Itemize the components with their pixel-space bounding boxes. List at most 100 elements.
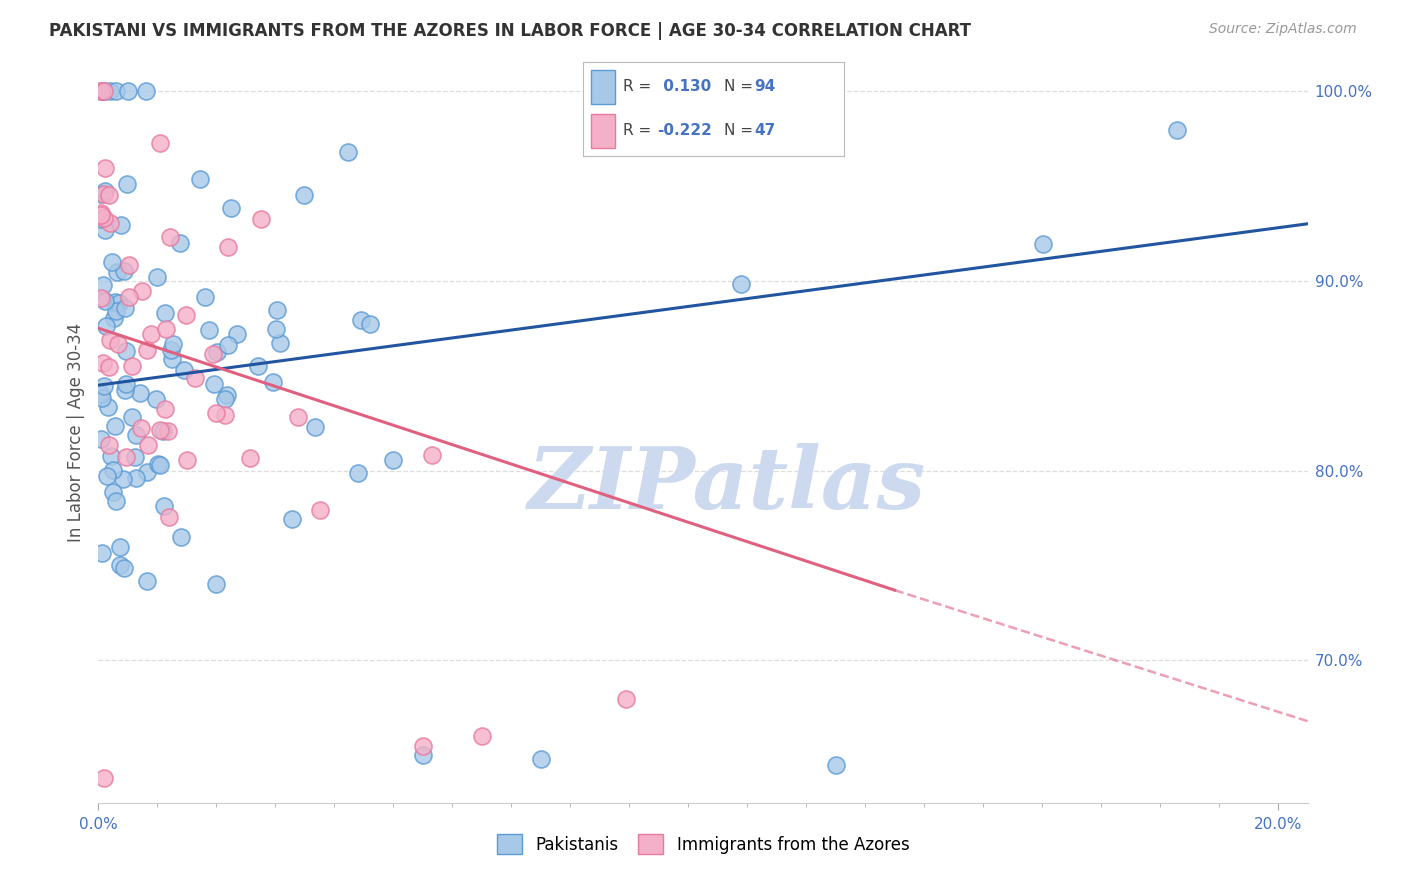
Point [217, 240, 239, 254]
Bar [592, 114, 614, 148]
Text: 0.130: 0.130 [658, 79, 711, 95]
Point [136, 438, 159, 452]
Point [347, 466, 370, 480]
Point [104, 294, 127, 309]
Point [112, 561, 135, 575]
Point [266, 302, 288, 317]
Point [103, 462, 125, 476]
Point [239, 450, 262, 465]
Point [169, 236, 191, 251]
Point [93, 379, 115, 393]
Point [214, 392, 236, 406]
Point [115, 450, 138, 465]
Point [90, 208, 112, 222]
Point [125, 427, 148, 442]
Point [176, 452, 198, 467]
Point [471, 730, 494, 744]
Point [100, 449, 122, 463]
Point [217, 337, 239, 351]
Point [115, 344, 138, 359]
Point [94, 184, 117, 198]
Point [135, 84, 157, 98]
Point [90, 187, 112, 202]
Point [262, 375, 284, 389]
Point [292, 187, 315, 202]
Point [382, 453, 405, 467]
Point [94, 161, 117, 175]
Point [183, 370, 205, 384]
Text: Source: ZipAtlas.com: Source: ZipAtlas.com [1209, 22, 1357, 37]
Point [115, 177, 138, 191]
Point [103, 310, 125, 325]
Point [159, 230, 181, 244]
Point [118, 258, 141, 272]
Point [349, 313, 371, 327]
Point [129, 421, 152, 435]
Point [264, 322, 287, 336]
Legend: Pakistanis, Immigrants from the Azores: Pakistanis, Immigrants from the Azores [491, 828, 915, 861]
Point [105, 84, 128, 98]
Point [98, 216, 121, 230]
Point [153, 499, 176, 513]
Point [146, 458, 169, 472]
Point [145, 392, 167, 407]
Point [98, 438, 121, 452]
Point [108, 295, 131, 310]
Point [108, 540, 131, 554]
Point [824, 757, 846, 772]
Point [269, 336, 291, 351]
Point [780, 86, 803, 100]
Point [170, 530, 193, 544]
Point [105, 265, 128, 279]
Point [135, 465, 157, 479]
Point [205, 576, 228, 591]
Point [96, 318, 118, 333]
Text: -0.222: -0.222 [658, 123, 713, 138]
Point [173, 363, 195, 377]
Text: N =: N = [724, 123, 758, 138]
Point [121, 410, 143, 425]
Point [98, 333, 121, 347]
Point [614, 691, 637, 706]
Point [110, 218, 132, 232]
Point [93, 211, 115, 225]
Point [309, 503, 332, 517]
Point [135, 343, 157, 357]
Point [114, 301, 136, 315]
Point [359, 318, 381, 332]
Text: R =: R = [623, 79, 655, 95]
Point [93, 84, 115, 98]
Point [159, 343, 181, 357]
Point [101, 484, 124, 499]
Point [90, 205, 112, 219]
Point [280, 512, 302, 526]
Point [121, 359, 143, 373]
Point [91, 277, 114, 292]
Text: PAKISTANI VS IMMIGRANTS FROM THE AZORES IN LABOR FORCE | AGE 30-34 CORRELATION C: PAKISTANI VS IMMIGRANTS FROM THE AZORES … [49, 22, 972, 40]
Point [160, 352, 183, 367]
Point [250, 211, 273, 226]
Point [117, 84, 139, 98]
Point [98, 360, 121, 375]
Point [118, 290, 141, 304]
Point [226, 326, 249, 341]
Point [730, 277, 752, 291]
Point [93, 187, 115, 202]
Point [153, 306, 176, 320]
Point [131, 284, 153, 298]
Point [90, 546, 112, 560]
Point [146, 270, 169, 285]
Point [412, 748, 434, 763]
Point [188, 172, 211, 186]
Point [108, 558, 131, 572]
Point [94, 223, 117, 237]
Point [157, 510, 180, 524]
Point [149, 458, 172, 473]
Point [136, 574, 159, 588]
Point [114, 383, 136, 397]
Point [205, 406, 228, 420]
Point [219, 201, 242, 215]
Point [202, 346, 225, 360]
Point [112, 264, 135, 278]
Point [104, 419, 127, 434]
